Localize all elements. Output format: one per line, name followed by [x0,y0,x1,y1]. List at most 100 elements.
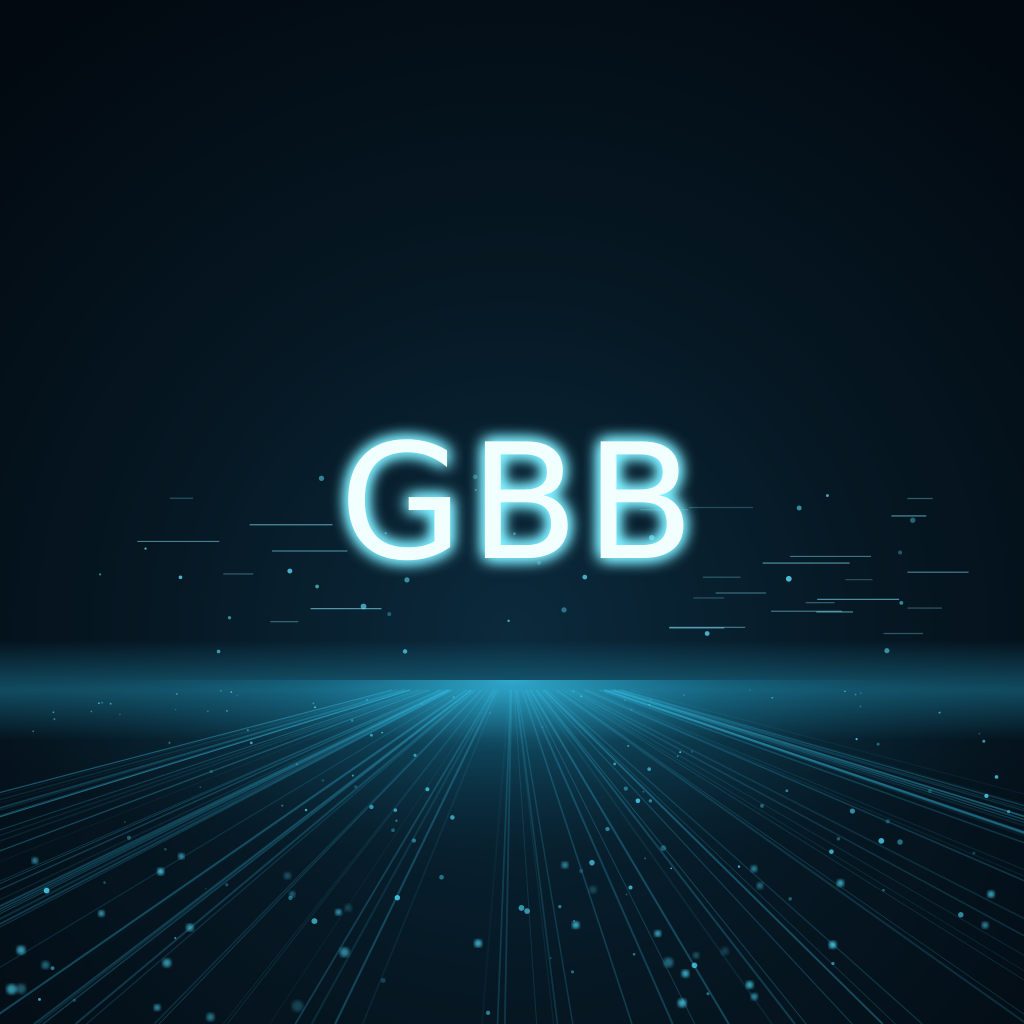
particle [380,977,386,983]
particle [589,859,595,866]
floor-streak [37,689,472,1024]
particle [452,696,455,698]
particle [836,836,841,841]
particle [312,702,315,705]
floor-streak [0,689,399,801]
floor-streak [269,689,492,1024]
particle [174,708,177,711]
particles [6,474,1011,1022]
particle [315,584,319,589]
particle [384,532,387,535]
particle [683,694,685,697]
floor-streak [514,689,555,1024]
floor-streak [503,689,513,1024]
particle [123,821,126,824]
particle [938,711,941,714]
particle [1006,810,1011,814]
particle [788,897,792,901]
particle [314,706,317,709]
particle [885,819,890,824]
floor-streak [86,689,476,1024]
particle [625,893,628,896]
particle [836,879,844,887]
particle [825,494,829,498]
floor-streak [535,689,796,1024]
floor-streak [565,689,1024,956]
particle [472,474,478,480]
floor-streak [0,689,425,842]
particle [623,786,628,791]
particle [209,769,213,774]
particle [882,888,885,892]
particle [118,713,121,716]
particle [536,560,542,566]
particle [628,885,633,890]
particle [32,730,35,733]
particle [101,701,103,704]
floor-streak [0,689,468,1020]
particle [984,793,989,799]
floor-streak [480,689,511,1024]
particle [910,517,916,523]
particle [296,763,298,766]
floor-streak [583,689,1024,882]
floor-streak [617,689,1024,812]
particle [679,751,682,754]
particle [981,921,989,929]
particle [987,890,995,898]
particle [157,868,164,875]
particle [227,616,232,620]
floor-streak [334,689,498,1024]
particle [369,804,374,810]
particle [144,547,147,550]
particle [854,693,857,696]
floor-streak [546,689,923,1024]
particle [579,869,584,874]
particle [489,711,491,714]
particle [98,702,100,705]
floor-streak [555,689,1024,1024]
particle [162,958,172,968]
light-streaks [0,497,1024,1024]
particle [174,936,177,940]
particle [393,808,398,812]
particle [283,872,291,880]
floor-streak [0,689,411,818]
particle [178,853,185,860]
floor-streak [0,689,449,913]
particle [292,1000,304,1012]
particle [690,750,694,753]
particle [164,847,167,851]
floor-streak [613,689,1024,818]
floor-streak [0,689,405,809]
particle [771,696,774,699]
floor-streak [0,689,449,910]
floor-streak [0,689,446,901]
particle [878,837,885,844]
particle [649,698,652,701]
particle [572,921,580,929]
particle [354,785,358,789]
floor-streak [0,689,468,1015]
particle [561,607,567,613]
particle [53,718,56,721]
floor-streak [609,689,1024,824]
particle [972,851,976,855]
floor-streak [0,689,411,817]
particle [681,969,690,978]
particle [785,575,792,582]
particle [450,815,455,820]
floor-streak [33,689,472,1024]
floor-streak [621,689,1024,806]
particle [670,867,673,870]
floor-streak [0,689,419,830]
floor-streak [513,689,538,1024]
floor-streak [361,689,500,1024]
particle [518,905,525,911]
particle [206,710,209,713]
floor-streak [158,689,483,1024]
floor-streak [0,689,419,831]
floor-streak [598,689,1024,844]
floor-streak [602,689,1024,837]
particle [395,819,398,822]
